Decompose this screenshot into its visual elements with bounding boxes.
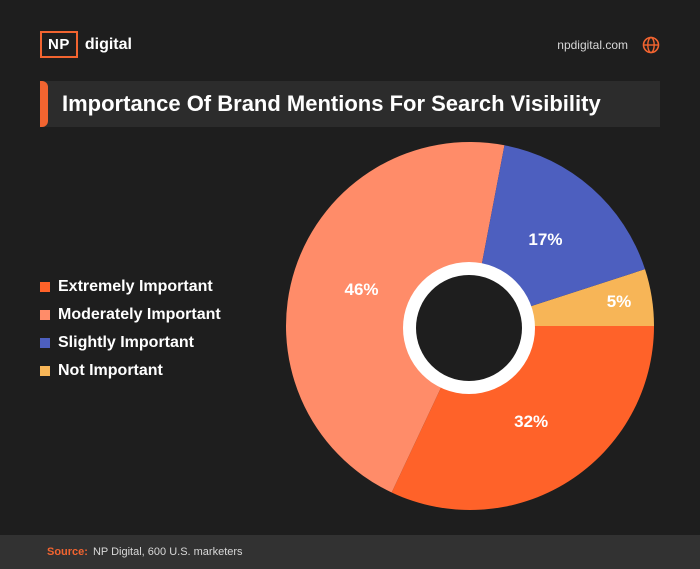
legend-swatch: [40, 366, 50, 376]
title-bar: Importance Of Brand Mentions For Search …: [40, 81, 660, 127]
title-accent: [40, 81, 48, 127]
pie-slice-moderately-important: [285, 141, 505, 493]
chart-title: Importance Of Brand Mentions For Search …: [62, 91, 601, 116]
legend-swatch: [40, 338, 50, 348]
source-text: NP Digital, 600 U.S. marketers: [92, 546, 243, 558]
legend-label: Not Important: [58, 362, 163, 379]
legend-item: Extremely Important: [40, 273, 221, 301]
legend-item: Not Important: [40, 357, 221, 385]
site-url[interactable]: npdigital.com: [557, 38, 628, 52]
legend-label: Extremely Important: [58, 278, 213, 295]
logo-badge: NP: [40, 31, 78, 58]
slice-label: 46%: [344, 280, 378, 299]
legend-swatch: [40, 310, 50, 320]
legend-item: Moderately Important: [40, 301, 221, 329]
legend-label: Slightly Important: [58, 334, 194, 351]
np-digital-logo: NP digital: [40, 31, 132, 58]
pie-chart: 5% 32% 46% 17%: [285, 141, 654, 511]
slice-label: 32%: [514, 412, 548, 431]
source-label: Source:: [47, 546, 88, 558]
logo-word: digital: [84, 35, 132, 53]
slice-label: 5%: [607, 292, 632, 311]
legend-item: Slightly Important: [40, 329, 221, 357]
slice-label: 17%: [528, 230, 562, 249]
legend: Extremely Important Moderately Important S…: [40, 273, 221, 385]
legend-label: Moderately Important: [58, 306, 221, 323]
site-link[interactable]: npdigital.com: [557, 36, 660, 54]
center-hole: [416, 275, 522, 381]
globe-icon: [642, 36, 660, 54]
legend-swatch: [40, 282, 50, 292]
footer: Source: NP Digital, 600 U.S. marketers: [0, 535, 700, 569]
